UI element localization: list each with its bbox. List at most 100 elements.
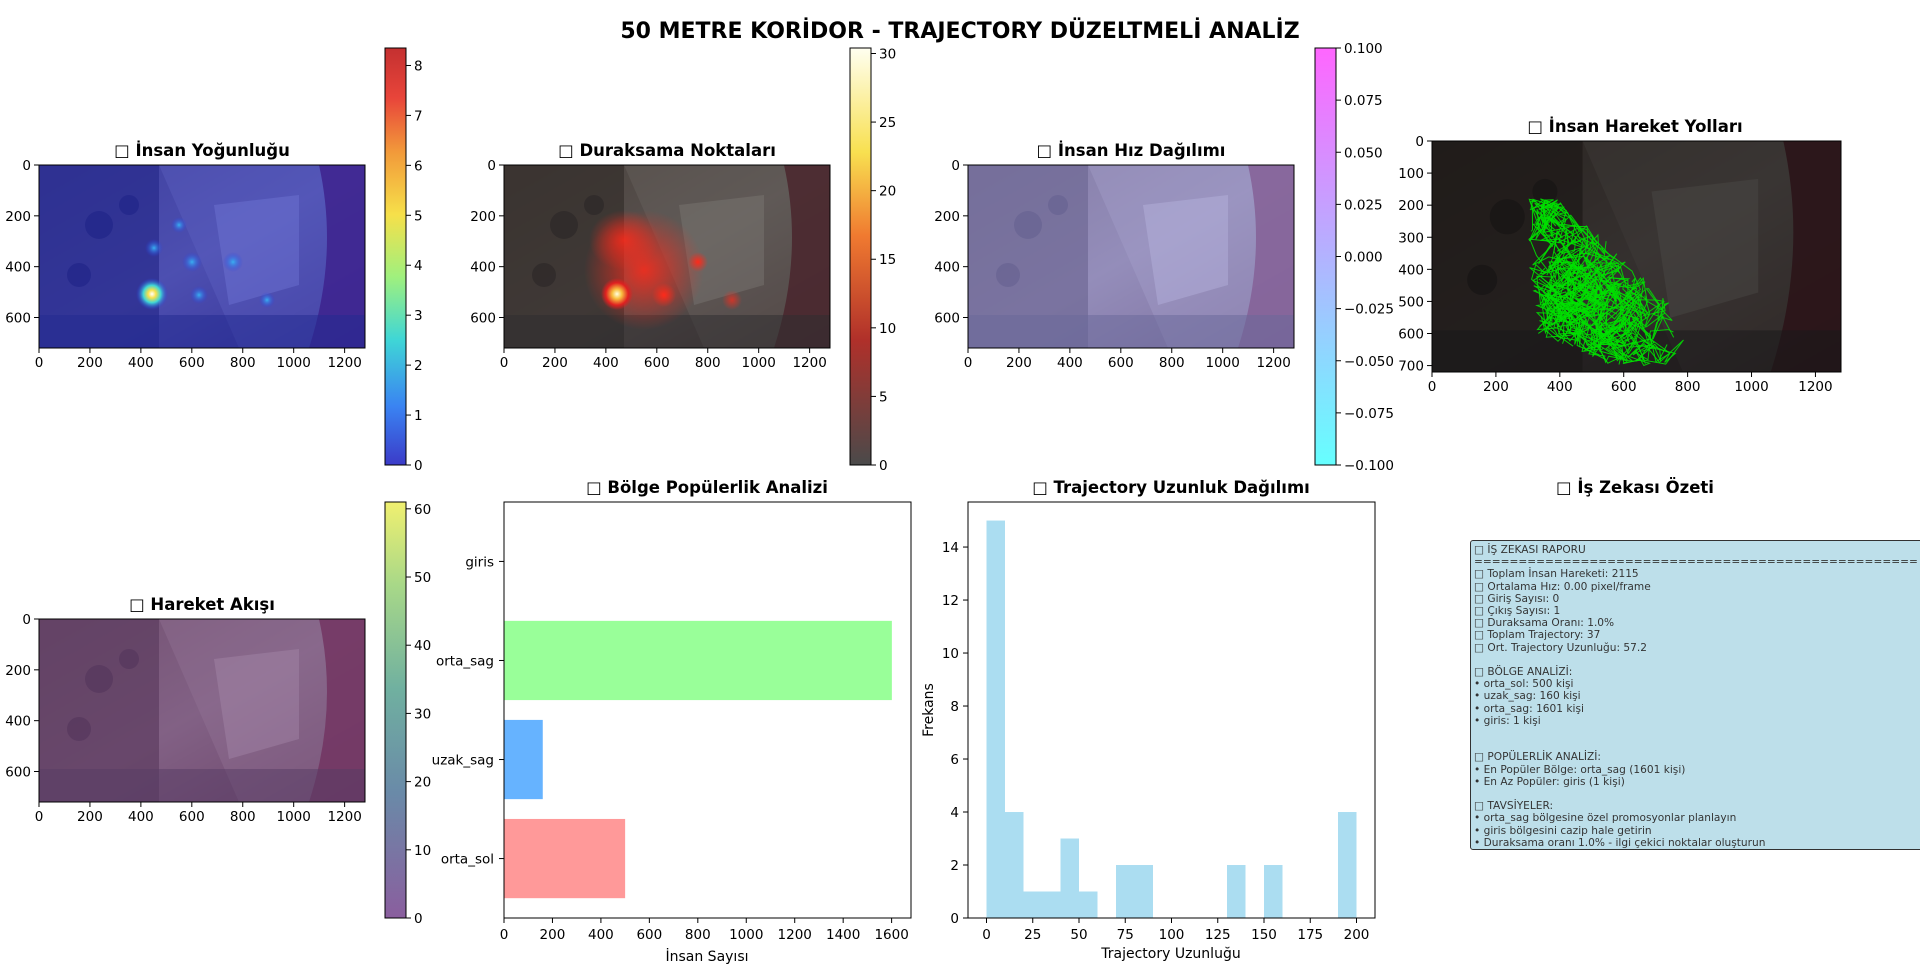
y-tick-label: 200 — [5, 209, 31, 225]
histogram-bar — [1023, 891, 1042, 918]
trajectory-path — [1546, 273, 1590, 326]
x-tick-label: 400 — [128, 355, 154, 371]
colorbar-tick-label: 20 — [879, 184, 896, 200]
trajectory-path — [1598, 277, 1645, 341]
trajectory-path — [1535, 302, 1602, 350]
y-tick-label: 0 — [487, 158, 496, 174]
histogram-bar — [1338, 812, 1357, 918]
histogram-bar — [1134, 865, 1153, 918]
trajectory-path — [1552, 306, 1612, 346]
colorbar-tick-label: 30 — [879, 46, 896, 62]
y-tick-label: 600 — [1398, 327, 1424, 343]
trajectory-path — [1572, 281, 1607, 319]
pause-colorbar-ticks: 0 5 10 15 20 25 30 — [871, 46, 896, 474]
y-tick-label: 400 — [934, 260, 960, 276]
x-tick-label: 1600 — [874, 927, 908, 943]
x-tick-label: 125 — [1205, 927, 1231, 943]
traj-axes: 0 25 50 75 100 125 150 175 200 0 2 4 6 8 10 12 14 — [942, 540, 1370, 943]
y-tick-label: 0 — [951, 158, 960, 174]
x-tick-label: 50 — [1070, 927, 1087, 943]
density-colorbar — [384, 47, 407, 466]
y-tick-label: 4 — [950, 805, 959, 821]
flow-x-ticks: 0 200 400 600 800 1000 1200 — [35, 802, 362, 825]
traj-title: □ Trajectory Uzunluk Dağılımı — [1032, 478, 1310, 497]
speed-colorbar-ticks: 0.100 0.075 0.050 0.025 0.000 −0.025 −0.050 −0.… — [1336, 41, 1394, 474]
region-bar-orta_sag — [504, 620, 892, 701]
pause-title: □ Duraksama Noktaları — [558, 141, 776, 160]
colorbar-tick-label: 50 — [414, 570, 431, 586]
x-tick-label: 175 — [1297, 927, 1323, 943]
report-line: □ Ortalama Hız: 0.00 pixel/frame — [1474, 580, 1651, 593]
region-panel: □ Bölge Popülerlik Analizi orta_sol uzak_… — [432, 478, 912, 965]
report-line: □ Toplam Trajectory: 37 — [1474, 629, 1601, 642]
density-panel: □ İnsan Yoğunluğu 0 200 400 600 800 1000 1200 … — [5, 47, 423, 474]
density-y-ticks: 0 200 400 600 — [5, 158, 39, 327]
y-tick-label: 400 — [5, 714, 31, 730]
x-tick-label: 1200 — [327, 355, 361, 371]
trajectory-path — [1534, 202, 1605, 255]
x-tick-label: 0 — [1428, 379, 1437, 395]
x-tick-label: 600 — [179, 355, 205, 371]
region-bars — [504, 521, 892, 899]
y-tick-label: 14 — [942, 540, 959, 556]
trajectory-path — [1619, 277, 1648, 333]
flow-panel: □ Hareket Akışı 0 200 400 600 800 1000 1200 02… — [5, 501, 431, 927]
x-tick-label: 200 — [77, 809, 103, 825]
flow-colorbar — [384, 501, 407, 919]
y-tick-label: 200 — [1398, 198, 1424, 214]
colorbar-tick-label: 1 — [414, 408, 423, 424]
traj-bars — [986, 520, 1357, 918]
y-tick-label: 400 — [470, 260, 496, 276]
x-tick-label: 400 — [1547, 379, 1573, 395]
histogram-bar — [1042, 891, 1061, 918]
histogram-bar — [1264, 865, 1283, 918]
figure-title: 50 METRE KORİDOR - TRAJECTORY DÜZELTMELİ… — [620, 18, 1299, 44]
colorbar-tick-label: 60 — [414, 502, 431, 518]
x-tick-label: 150 — [1251, 927, 1277, 943]
traj-ylabel: Frekans — [921, 683, 937, 737]
histogram-bar — [1005, 812, 1024, 918]
colorbar-tick-label: 0 — [414, 911, 423, 927]
x-tick-label: 25 — [1024, 927, 1041, 943]
x-tick-label: 0 — [964, 355, 973, 371]
x-tick-label: 400 — [1057, 355, 1083, 371]
x-tick-label: 800 — [230, 809, 256, 825]
x-tick-label: 100 — [1159, 927, 1185, 943]
x-tick-label: 1000 — [1734, 379, 1768, 395]
density-image — [39, 165, 365, 348]
report-line: • En Popüler Bölge: orta_sag (1601 kişi) — [1474, 763, 1686, 776]
y-tick-label: 200 — [5, 663, 31, 679]
x-tick-label: 200 — [77, 355, 103, 371]
flow-y-ticks: 0 200 400 600 — [5, 612, 39, 781]
region-title: □ Bölge Popülerlik Analizi — [586, 478, 828, 497]
colorbar-tick-label: 0.100 — [1344, 41, 1383, 57]
trajectory-path — [1593, 251, 1631, 309]
colorbar-tick-label: 3 — [414, 308, 423, 324]
x-tick-label: 400 — [588, 927, 614, 943]
report-line: □ Giriş Sayısı: 0 — [1474, 592, 1560, 605]
trajectory-path — [1608, 276, 1641, 327]
trajectory-path — [1618, 335, 1651, 367]
pause-x-ticks: 0 200 400 600 800 1000 1200 — [500, 348, 827, 371]
report-line: ========================================… — [1474, 556, 1918, 569]
x-tick-label: 0 — [35, 355, 44, 371]
y-tick-label: 400 — [1398, 262, 1424, 278]
region-axes: orta_sol uzak_sag orta_sag giris 0 200 400 600 8… — [432, 554, 909, 943]
colorbar-tick-label: 0.050 — [1344, 145, 1383, 161]
trajectory-path — [1603, 289, 1645, 333]
x-tick-label: 1000 — [277, 809, 311, 825]
x-tick-label: 1200 — [327, 809, 361, 825]
x-tick-label: 1000 — [742, 355, 776, 371]
region-category-label: orta_sag — [436, 653, 494, 669]
trajectory-path — [1542, 318, 1600, 356]
colorbar-tick-label: 10 — [414, 843, 431, 859]
colorbar-tick-label: −0.025 — [1344, 302, 1394, 318]
colorbar-tick-label: 5 — [414, 208, 423, 224]
speed-title: □ İnsan Hız Dağılımı — [1037, 141, 1226, 160]
x-tick-label: 1000 — [1206, 355, 1240, 371]
x-tick-label: 400 — [128, 809, 154, 825]
x-tick-label: 1000 — [277, 355, 311, 371]
speed-colorbar — [1314, 47, 1337, 466]
y-tick-label: 0 — [22, 158, 31, 174]
region-category-label: uzak_sag — [432, 753, 494, 769]
